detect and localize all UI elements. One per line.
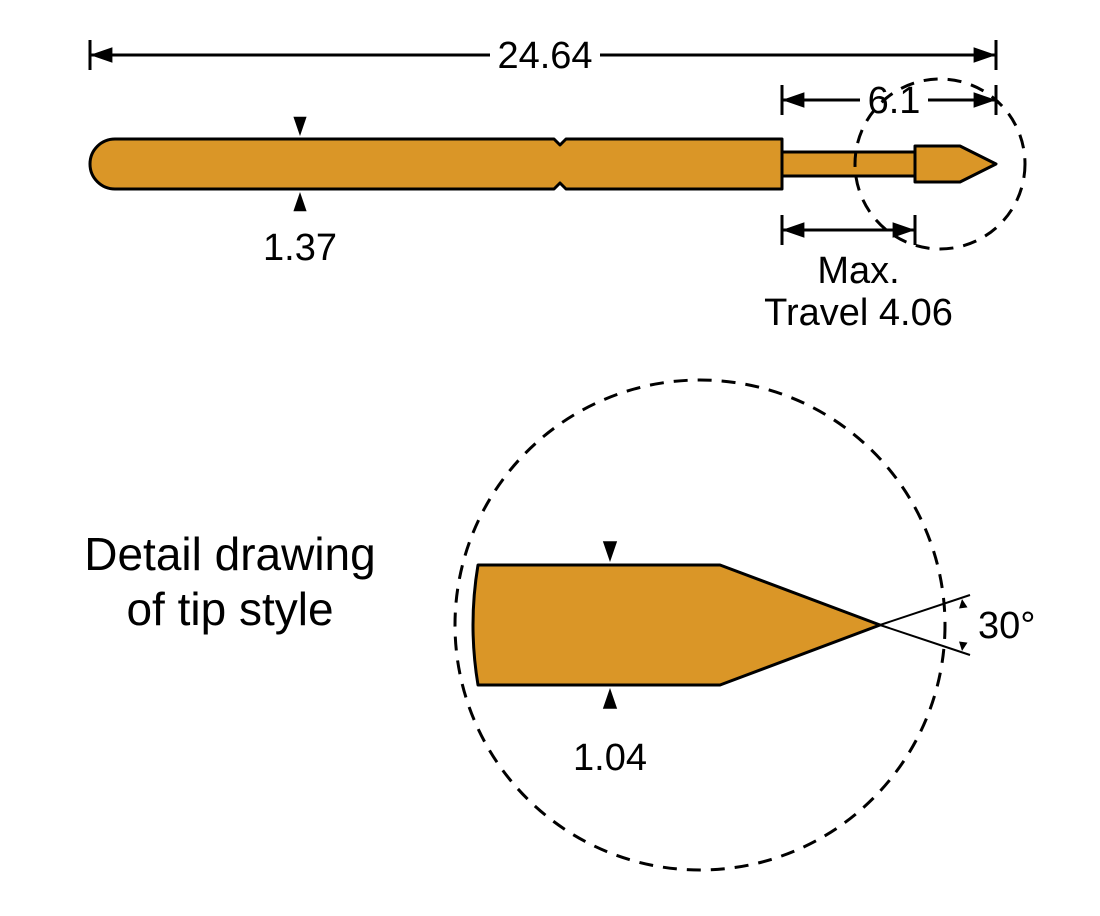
detail-label-line1: Detail drawing: [84, 528, 375, 580]
detail-label-line2: of tip style: [126, 583, 333, 635]
tip-length-value: 6.1: [868, 80, 921, 122]
arrowhead: [974, 47, 996, 62]
angle-arrowhead: [959, 599, 967, 609]
arrowhead: [603, 541, 617, 562]
probe-plunger: [782, 152, 915, 176]
arrowhead: [782, 92, 804, 107]
probe-tip: [915, 146, 996, 182]
detail-tip-shape: [473, 565, 880, 685]
arrowhead: [974, 92, 996, 107]
tip-angle-value: 30°: [978, 605, 1035, 647]
angle-line: [880, 595, 970, 625]
arrowhead: [782, 222, 804, 237]
overall-length-value: 24.64: [497, 35, 592, 77]
detail-diameter-value: 1.04: [573, 737, 647, 779]
max-travel-label2: Travel 4.06: [764, 292, 953, 334]
probe-barrel: [90, 139, 782, 189]
angle-line: [880, 625, 970, 655]
body-diameter-value: 1.37: [263, 227, 337, 269]
arrowhead: [293, 117, 306, 136]
arrowhead: [90, 47, 112, 62]
arrowhead: [603, 688, 617, 709]
angle-arrowhead: [959, 641, 967, 651]
max-travel-label1: Max.: [817, 250, 899, 292]
arrowhead: [293, 192, 306, 211]
